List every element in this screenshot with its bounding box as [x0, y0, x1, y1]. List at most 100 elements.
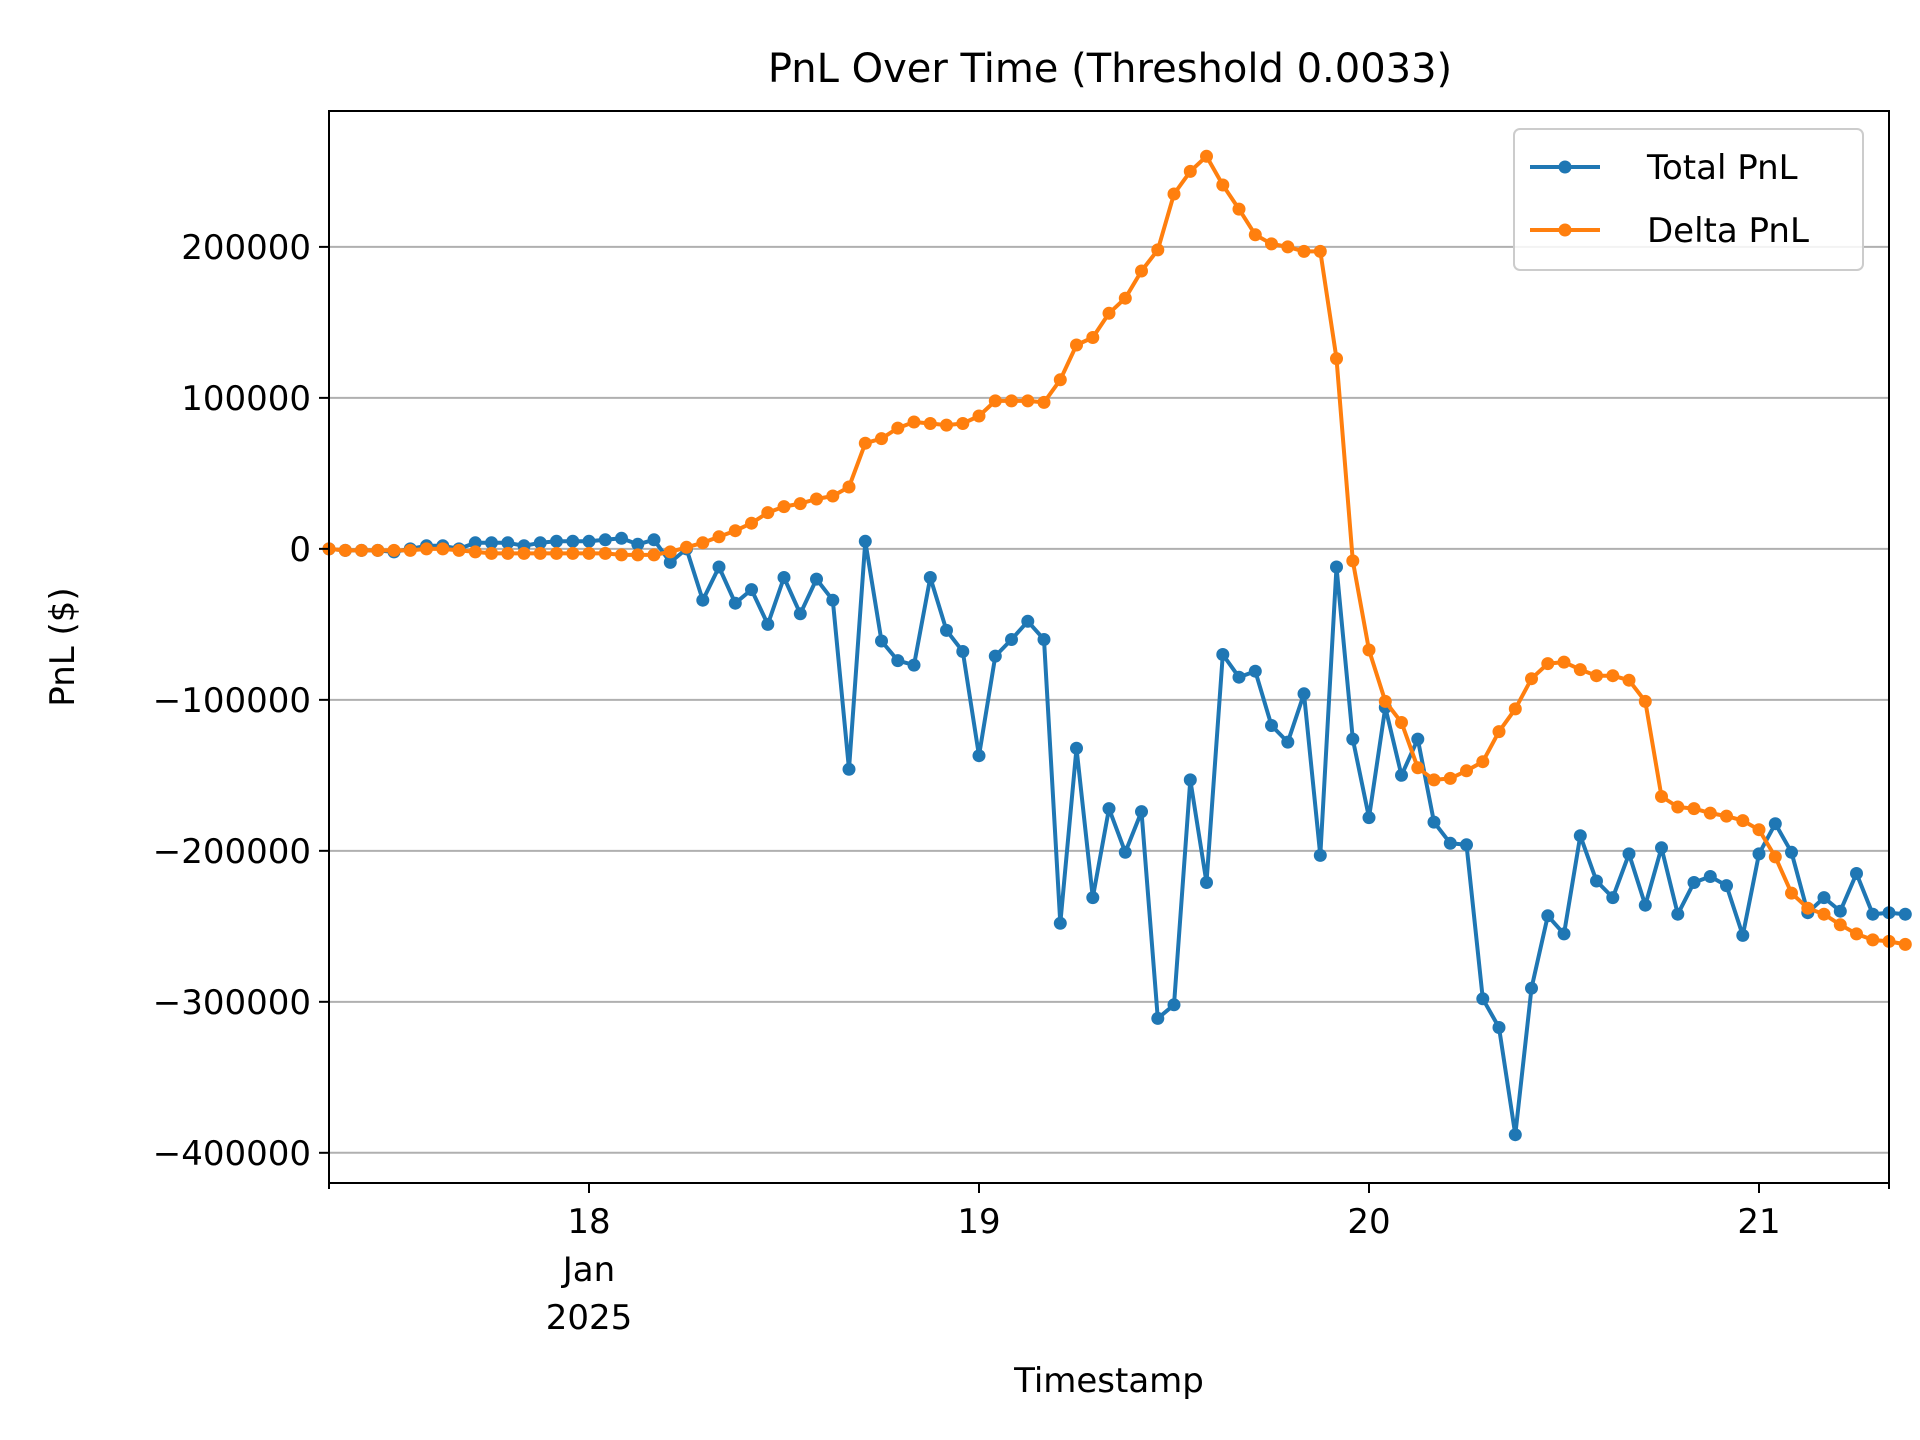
data-point — [745, 583, 758, 597]
data-point — [1053, 916, 1067, 930]
data-point — [1638, 898, 1652, 912]
data-point — [1232, 670, 1246, 684]
data-point — [550, 534, 563, 548]
data-point — [1606, 891, 1620, 905]
data-point — [615, 548, 628, 562]
data-point — [1752, 823, 1766, 837]
legend-marker — [1558, 160, 1572, 174]
data-point — [1557, 927, 1571, 941]
plot-frame — [328, 110, 1890, 1184]
y-tick-label: −100000 — [153, 681, 311, 721]
data-point — [631, 537, 645, 551]
data-point — [1395, 768, 1408, 782]
data-point — [1671, 907, 1685, 921]
data-point — [1265, 719, 1278, 732]
data-point — [533, 536, 547, 550]
data-point — [1573, 829, 1587, 843]
data-point — [501, 536, 515, 550]
data-point — [972, 409, 986, 423]
data-point — [1265, 237, 1278, 251]
data-point — [1898, 937, 1912, 951]
legend-marker — [1558, 223, 1572, 237]
data-point — [1720, 809, 1733, 823]
data-point — [1037, 395, 1051, 409]
data-point — [1346, 554, 1360, 568]
x-tick-label: 19 — [957, 1202, 1000, 1242]
data-point — [875, 432, 888, 446]
data-point — [1492, 1021, 1506, 1034]
data-point — [1200, 149, 1213, 163]
data-point — [1525, 672, 1538, 686]
data-point — [956, 417, 970, 430]
data-point — [1476, 755, 1490, 769]
y-tick-label: 200000 — [181, 228, 311, 268]
data-point — [1232, 202, 1246, 216]
data-point — [566, 546, 580, 560]
data-point — [1817, 907, 1831, 921]
data-point — [598, 533, 612, 547]
data-point — [1833, 904, 1847, 918]
data-point — [1736, 928, 1750, 942]
chart-title: PnL Over Time (Threshold 0.0033) — [768, 46, 1452, 92]
legend: Total PnL Delta PnL — [1513, 128, 1864, 271]
data-point — [777, 571, 791, 584]
data-point — [582, 546, 596, 560]
data-point — [1021, 394, 1035, 408]
data-point — [1167, 998, 1181, 1012]
data-point — [1216, 178, 1230, 192]
data-point — [875, 634, 888, 648]
data-point — [1850, 867, 1863, 880]
data-point — [1557, 655, 1571, 669]
data-point — [793, 607, 807, 621]
data-point — [1248, 228, 1262, 242]
data-point — [663, 555, 677, 569]
y-axis: 200000 100000 0 −100000 −200000 −300000 −40000… — [153, 228, 329, 1174]
data-point — [582, 534, 596, 548]
x-tick-label: 20 — [1347, 1202, 1390, 1242]
data-point — [1313, 244, 1327, 258]
data-point — [1411, 732, 1425, 746]
series-delta-pnl — [322, 149, 1912, 951]
data-point — [761, 506, 775, 520]
y-tick-label: −200000 — [153, 832, 311, 872]
data-point — [387, 543, 401, 557]
data-point — [1768, 850, 1782, 864]
data-point — [1395, 716, 1408, 729]
data-point — [858, 534, 872, 548]
data-point — [1297, 687, 1311, 701]
data-point — [501, 546, 515, 560]
data-point — [1443, 836, 1457, 850]
data-point — [1330, 352, 1343, 366]
data-point — [891, 654, 905, 668]
data-point — [1362, 811, 1376, 825]
data-point — [988, 394, 1002, 408]
data-point — [940, 623, 953, 637]
data-point — [355, 543, 368, 557]
x-tick-label: 21 — [1737, 1202, 1780, 1242]
data-point — [1053, 373, 1067, 387]
data-point — [1135, 264, 1148, 278]
data-point — [468, 536, 482, 550]
data-point — [566, 534, 580, 548]
data-point — [1655, 841, 1668, 855]
data-point — [1070, 741, 1083, 755]
data-point — [891, 421, 905, 435]
data-point — [728, 596, 742, 610]
data-point — [1037, 633, 1051, 646]
data-point — [598, 546, 612, 560]
data-point — [745, 516, 758, 530]
data-point — [1102, 306, 1116, 320]
data-point — [1118, 845, 1132, 859]
data-point — [1183, 164, 1197, 178]
data-point — [1167, 187, 1181, 201]
data-point — [1330, 560, 1343, 574]
data-point — [826, 489, 840, 503]
data-point — [1086, 331, 1100, 344]
data-point — [842, 762, 856, 776]
data-point — [1703, 806, 1717, 820]
data-point — [1102, 802, 1116, 816]
data-point — [696, 536, 710, 550]
data-point — [1443, 771, 1457, 785]
data-point — [1866, 907, 1880, 921]
data-point — [1281, 240, 1295, 254]
